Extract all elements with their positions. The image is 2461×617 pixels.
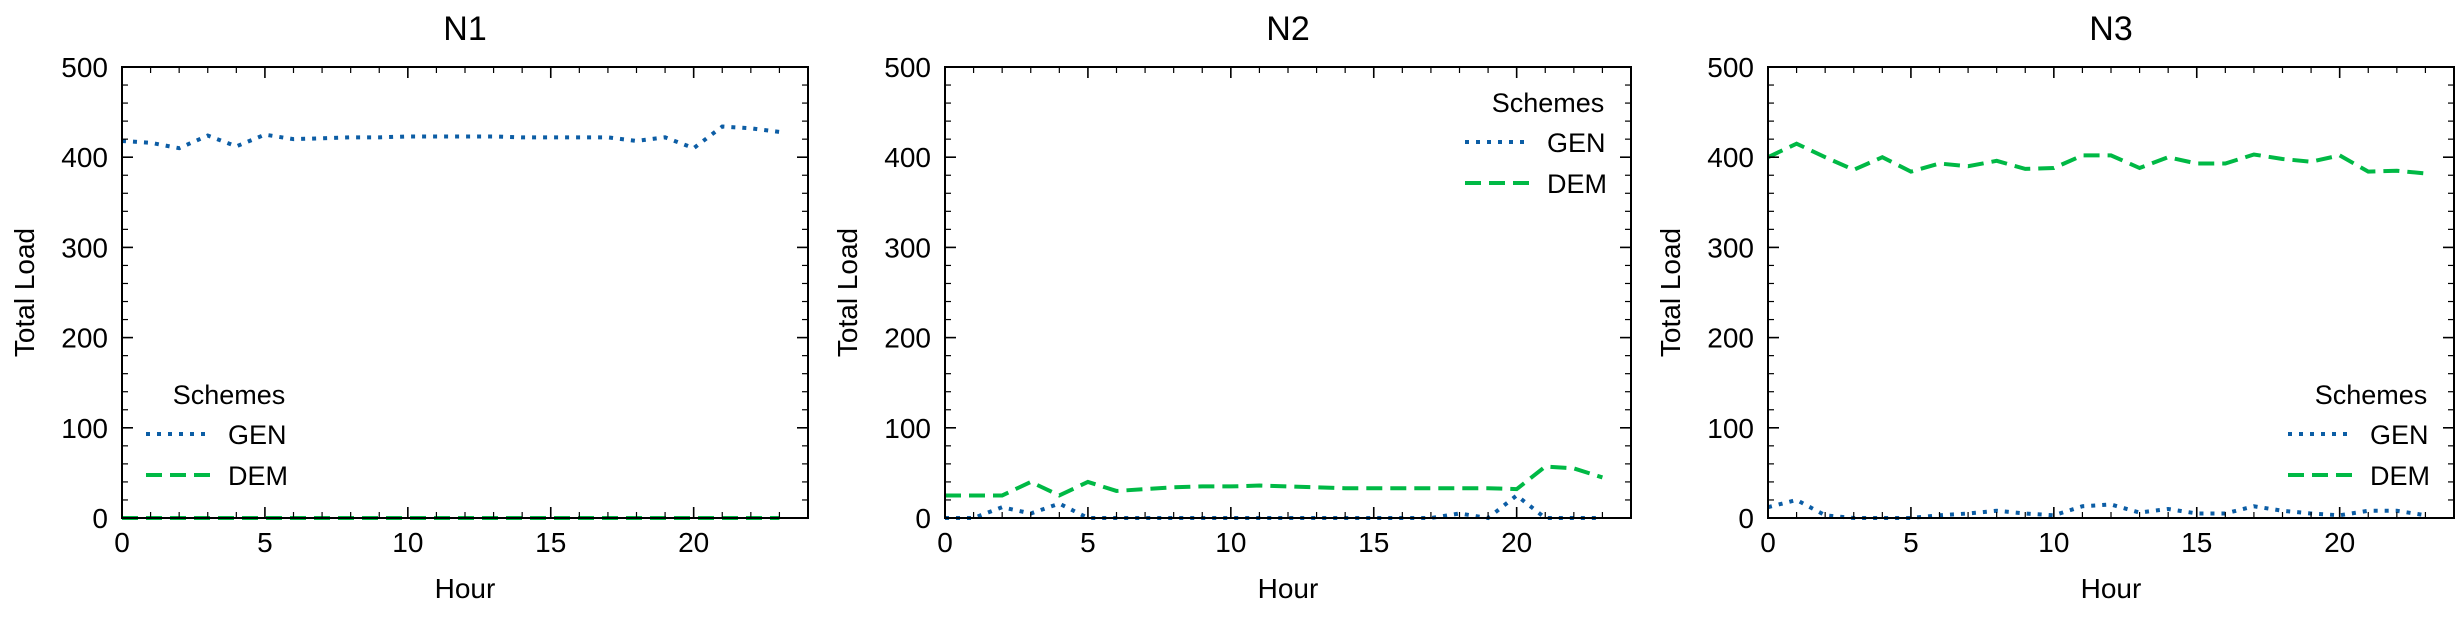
y-tick-label: 0 (92, 503, 108, 534)
legend-title: Schemes (173, 380, 286, 410)
y-tick-label: 500 (884, 52, 931, 83)
legend-title: Schemes (2315, 380, 2428, 410)
plot-frame (944, 66, 1632, 519)
legend-label-dem: DEM (1547, 169, 1607, 199)
y-tick-label: 200 (884, 323, 931, 354)
y-axis-label: Total Load (1655, 228, 1686, 357)
x-tick-label: 20 (678, 527, 709, 558)
y-tick-label: 400 (884, 142, 931, 173)
series-line-dem (1767, 141, 2426, 176)
x-tick-label: 0 (937, 527, 953, 558)
y-tick-label: 0 (915, 503, 931, 534)
legend-title: Schemes (1492, 88, 1605, 118)
x-tick-label: 20 (1501, 527, 1532, 558)
y-tick-label: 300 (884, 232, 931, 263)
legend-label-gen: GEN (228, 420, 287, 450)
legend-label-dem: DEM (2370, 461, 2430, 491)
legend-label-gen: GEN (1547, 128, 1606, 158)
y-tick-label: 0 (1738, 503, 1754, 534)
series-line-gen (945, 492, 1603, 521)
y-tick-label: 300 (1707, 232, 1754, 263)
plot-frame (1767, 66, 2455, 519)
series-line-dem (945, 464, 1604, 498)
y-tick-label: 300 (61, 232, 108, 263)
legend-label-gen: GEN (2370, 420, 2429, 450)
y-tick-label: 100 (884, 413, 931, 444)
x-tick-label: 5 (1080, 527, 1096, 558)
x-tick-label: 15 (535, 527, 566, 558)
y-tick-label: 400 (61, 142, 108, 173)
y-tick-label: 500 (61, 52, 108, 83)
x-tick-label: 5 (1903, 527, 1919, 558)
x-tick-label: 20 (2324, 527, 2355, 558)
chart-title: N1 (443, 10, 486, 48)
y-axis-label: Total Load (9, 228, 40, 357)
y-tick-label: 400 (1707, 142, 1754, 173)
x-axis-label: Hour (435, 573, 496, 604)
y-axis-label: Total Load (832, 228, 863, 357)
legend: Schemes GEN DEM (2288, 380, 2430, 491)
x-tick-label: 10 (2038, 527, 2069, 558)
y-tick-label: 200 (61, 323, 108, 354)
x-tick-label: 15 (2181, 527, 2212, 558)
legend: Schemes GEN DEM (146, 380, 288, 491)
series-line-gen (1767, 497, 2426, 520)
series-line-gen (121, 124, 780, 151)
y-tick-label: 200 (1707, 323, 1754, 354)
y-tick-label: 500 (1707, 52, 1754, 83)
x-tick-label: 10 (1215, 527, 1246, 558)
x-axis-label: Hour (2081, 573, 2142, 604)
x-tick-label: 0 (114, 527, 130, 558)
y-tick-label: 100 (61, 413, 108, 444)
x-tick-label: 0 (1760, 527, 1776, 558)
x-tick-label: 10 (392, 527, 423, 558)
x-tick-label: 5 (257, 527, 273, 558)
y-tick-label: 100 (1707, 413, 1754, 444)
chart-title: N2 (1266, 10, 1309, 48)
plot-frame (121, 66, 809, 519)
x-axis-label: Hour (1258, 573, 1319, 604)
legend: Schemes GEN DEM (1465, 88, 1607, 199)
legend-label-dem: DEM (228, 461, 288, 491)
chart-title: N3 (2089, 10, 2132, 48)
x-tick-label: 15 (1358, 527, 1389, 558)
